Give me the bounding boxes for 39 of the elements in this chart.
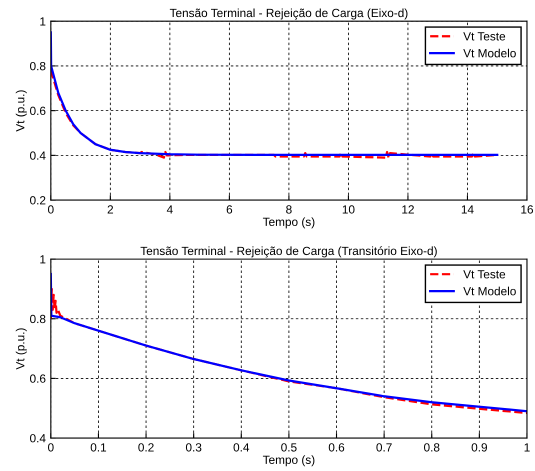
x-axis-title: Tempo (s) [262,217,314,228]
x-tick-label: 0 [48,205,54,214]
x-tick-label: 0.1 [90,443,106,452]
y-tick-label: 0.8 [30,62,46,70]
legend-label: Vt Teste [463,270,506,278]
y-tick-label: 0.8 [30,314,46,324]
x-tick-label: 0.3 [186,443,202,452]
y-tick-label: 0.6 [30,374,46,383]
x-tick-label: 0.9 [472,443,488,452]
x-tick-label: 0.4 [234,443,250,452]
y-tick-label: 0.6 [30,106,46,116]
y-tick-label: 0.2 [30,196,46,204]
y-tick-label: 1 [40,255,46,264]
x-tick-label: 0.6 [328,443,344,452]
x-tick-label: 2 [108,205,114,214]
x-tick-label: 1 [524,443,530,452]
x-tick-label: 10 [342,205,355,214]
x-tick-label: 0.2 [138,443,154,452]
legend-label: Vt Modelo [463,286,516,296]
y-tick-label: 1 [40,17,46,26]
y-tick-label: 0.4 [30,434,46,442]
y-tick-label: 0.4 [30,151,46,160]
chart-title: Tensão Terminal - Rejeição de Carga (Eixo-d) [170,8,408,20]
x-axis-title: Tempo (s) [262,455,314,466]
y-axis-title: Vt (p.u.) [16,328,27,370]
y-axis-title: Vt (p.u.) [16,90,27,132]
x-tick-label: 12 [402,205,414,214]
chart-title: Tensão Terminal - Rejeição de Carga (Transitório Eixo-d) [140,246,437,258]
x-tick-label: 14 [462,205,474,214]
x-tick-label: 0.7 [376,443,392,452]
legend-label: Vt Modelo [463,48,516,58]
x-tick-label: 0.5 [281,443,297,452]
x-tick-label: 0.8 [424,443,440,452]
legend-label: Vt Teste [463,32,506,40]
x-tick-label: 6 [226,205,232,214]
x-tick-label: 16 [521,205,534,214]
x-tick-label: 0 [48,443,54,452]
x-tick-label: 8 [286,205,292,214]
x-tick-label: 4 [166,205,173,214]
